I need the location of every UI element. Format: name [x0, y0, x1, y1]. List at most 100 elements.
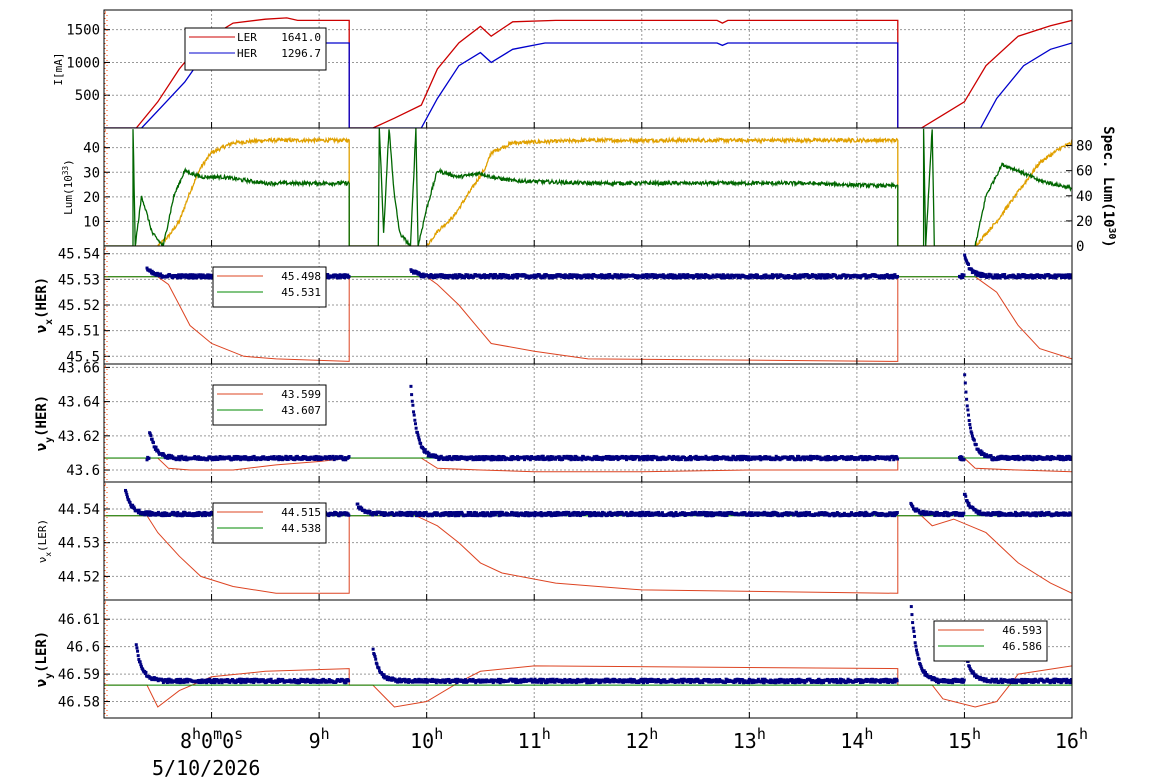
measured-point: [410, 514, 414, 518]
measured-point: [964, 390, 968, 394]
measured-point: [570, 275, 574, 279]
measured-point: [466, 273, 470, 277]
measured-point: [455, 681, 459, 685]
legend-box: [212, 502, 327, 544]
measured-point: [147, 513, 151, 517]
measured-point: [850, 511, 854, 515]
measured-point: [936, 513, 940, 517]
measured-point: [539, 510, 543, 514]
measured-point: [601, 273, 605, 277]
measured-point: [567, 457, 571, 461]
measured-point: [277, 677, 281, 681]
panel-data: [104, 488, 1072, 594]
measured-point: [553, 680, 557, 684]
measured-point: [549, 511, 553, 515]
measured-point: [631, 458, 635, 462]
measured-point: [497, 275, 501, 279]
measured-point: [963, 253, 967, 257]
measured-point: [1033, 511, 1037, 515]
measured-point: [482, 514, 486, 518]
measured-point: [956, 511, 960, 515]
measured-point: [996, 273, 1000, 277]
measured-point: [602, 511, 606, 515]
measured-point: [269, 677, 273, 681]
measured-point: [1022, 511, 1026, 515]
measured-point: [558, 455, 562, 459]
measured-point: [136, 649, 140, 653]
measured-point: [151, 677, 155, 681]
measured-point: [711, 514, 715, 518]
measured-point: [681, 681, 685, 685]
measured-point: [546, 513, 550, 517]
measured-point: [1050, 455, 1054, 459]
measured-point: [1023, 273, 1027, 277]
measured-point: [775, 273, 779, 277]
measured-point: [277, 458, 281, 462]
measured-point: [175, 274, 179, 278]
measured-point: [801, 455, 805, 459]
measured-point: [848, 276, 852, 280]
measured-point: [423, 448, 427, 452]
measured-point: [206, 458, 210, 462]
measured-point: [1027, 457, 1031, 461]
measured-point: [750, 511, 754, 515]
measured-point: [823, 273, 827, 277]
measured-point: [942, 514, 946, 518]
measured-point: [654, 680, 658, 684]
measured-point: [430, 677, 434, 681]
panel-data: [104, 605, 1072, 708]
ytick-label: 43.64: [58, 395, 100, 411]
measured-point: [682, 273, 686, 277]
measured-point: [710, 457, 714, 461]
measured-point: [412, 413, 416, 417]
measured-point: [195, 457, 199, 461]
measured-point: [786, 276, 790, 280]
measured-point: [414, 510, 418, 514]
measured-point: [521, 680, 525, 684]
measured-point: [347, 275, 351, 279]
measured-point: [182, 513, 186, 517]
measured-point: [538, 677, 542, 681]
measured-point: [786, 513, 790, 517]
measured-tune-points: [134, 605, 1072, 685]
measured-point: [136, 654, 140, 658]
measured-point: [651, 273, 655, 277]
ytick-label: 44.54: [58, 502, 100, 518]
measured-point: [766, 513, 770, 517]
measured-point: [604, 455, 608, 459]
measured-point: [674, 510, 678, 514]
legend-value: 43.599: [281, 388, 321, 401]
measured-point: [568, 454, 572, 458]
measured-point: [1070, 512, 1072, 516]
measured-point: [1021, 455, 1025, 459]
measured-point: [887, 274, 891, 278]
measured-point: [523, 514, 527, 518]
measured-point: [433, 273, 437, 277]
measured-point: [398, 677, 402, 681]
measured-point: [776, 511, 780, 515]
measured-point: [648, 680, 652, 684]
measured-point: [600, 514, 604, 518]
measured-point: [424, 511, 428, 515]
measured-point: [853, 513, 857, 517]
measured-point: [603, 680, 607, 684]
measured-point: [834, 455, 838, 459]
ytick-label: 20: [83, 190, 100, 206]
measured-point: [839, 276, 843, 280]
measured-point: [974, 443, 978, 447]
measured-point: [168, 680, 172, 684]
measured-point: [184, 455, 188, 459]
measured-point: [421, 447, 425, 451]
measured-point: [965, 499, 969, 503]
measured-point: [178, 458, 182, 462]
measured-point: [661, 455, 665, 459]
measured-point: [250, 677, 254, 681]
ytick-label: 44.53: [58, 536, 100, 552]
measured-point: [636, 511, 640, 515]
measured-point: [460, 512, 464, 516]
measured-point: [732, 275, 736, 279]
measured-point: [968, 426, 972, 430]
measured-point: [641, 455, 645, 459]
measured-point: [323, 678, 327, 682]
